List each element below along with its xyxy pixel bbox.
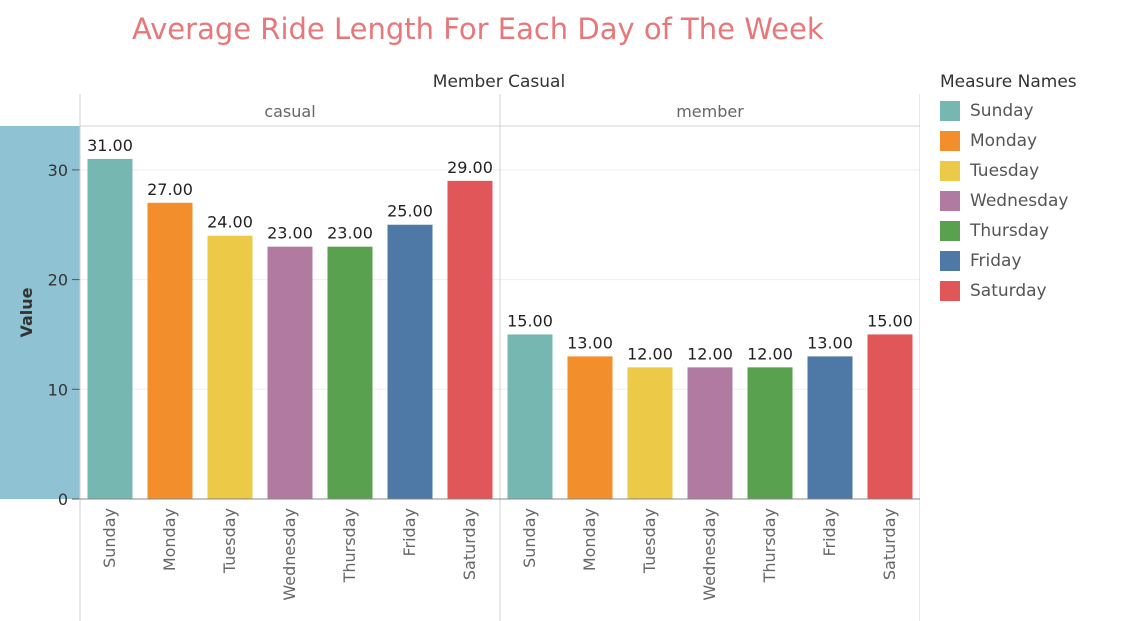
data-label: 23.00: [267, 224, 313, 243]
x-tick-label: Monday: [160, 508, 179, 571]
bar-casual-monday: [147, 202, 193, 499]
panel-label-member: member: [676, 102, 744, 121]
bar-chart: Value Member Casual 0 10 20 30 casual 31.00 Sund…: [0, 72, 920, 621]
legend-swatch: [940, 131, 960, 151]
legend-items: Sunday Monday Tuesday Wednesday Thursday Frid…: [940, 96, 1077, 306]
legend-item-sunday[interactable]: Sunday: [940, 96, 1077, 126]
legend-label: Friday: [970, 251, 1022, 271]
bar-casual-friday: [387, 224, 433, 499]
y-tick-label: 0: [58, 490, 68, 509]
legend-item-thursday[interactable]: Thursday: [940, 216, 1077, 246]
bar-member-tuesday: [627, 367, 673, 499]
y-tick-label: 20: [48, 271, 68, 290]
bar-member-friday: [807, 356, 853, 499]
legend-swatch: [940, 251, 960, 271]
x-tick-label: Tuesday: [640, 508, 659, 574]
legend-item-friday[interactable]: Friday: [940, 246, 1077, 276]
bar-member-sunday: [507, 334, 553, 499]
data-label: 25.00: [387, 202, 433, 221]
x-tick-label: Friday: [400, 508, 419, 557]
legend-item-monday[interactable]: Monday: [940, 126, 1077, 156]
x-tick-label: Wednesday: [280, 508, 299, 601]
data-label: 12.00: [747, 344, 793, 363]
legend-label: Wednesday: [970, 191, 1069, 211]
data-label: 27.00: [147, 180, 193, 199]
bar-member-saturday: [867, 334, 913, 499]
data-label: 23.00: [327, 224, 373, 243]
x-tick-label: Wednesday: [700, 508, 719, 601]
y-tick-label: 10: [48, 380, 68, 399]
legend-item-saturday[interactable]: Saturday: [940, 276, 1077, 306]
bar-casual-tuesday: [207, 235, 253, 500]
legend-label: Thursday: [970, 221, 1050, 241]
column-header: Member Casual: [433, 72, 565, 92]
x-tick-label: Tuesday: [220, 508, 239, 574]
x-tick-label: Thursday: [340, 508, 359, 583]
x-tick-label: Saturday: [460, 508, 479, 580]
legend-title: Measure Names: [940, 72, 1077, 92]
data-label: 13.00: [807, 333, 853, 352]
bar-casual-wednesday: [267, 246, 313, 499]
x-tick-label: Friday: [820, 508, 839, 557]
legend-label: Tuesday: [970, 161, 1040, 181]
legend-swatch: [940, 161, 960, 181]
data-label: 31.00: [87, 136, 133, 155]
bar-casual-saturday: [447, 180, 493, 499]
chart-title: Average Ride Length For Each Day of The …: [132, 12, 824, 46]
y-axis-band: [0, 126, 80, 499]
bar-member-wednesday: [687, 367, 733, 499]
legend-swatch: [940, 281, 960, 301]
legend-label: Saturday: [970, 281, 1047, 301]
bar-member-monday: [567, 356, 613, 499]
legend-swatch: [940, 221, 960, 241]
panel-label-casual: casual: [264, 102, 315, 121]
legend-item-tuesday[interactable]: Tuesday: [940, 156, 1077, 186]
data-label: 12.00: [687, 344, 733, 363]
x-tick-label: Thursday: [760, 508, 779, 583]
legend-swatch: [940, 101, 960, 121]
data-label: 15.00: [507, 311, 553, 330]
x-tick-label: Saturday: [880, 508, 899, 580]
data-label: 13.00: [567, 333, 613, 352]
bar-casual-thursday: [327, 246, 373, 499]
legend-swatch: [940, 191, 960, 211]
bar-member-thursday: [747, 367, 793, 499]
bar-casual-sunday: [87, 158, 133, 500]
data-label: 12.00: [627, 344, 673, 363]
x-tick-label: Sunday: [520, 508, 539, 568]
y-tick-label: 30: [48, 161, 68, 180]
y-axis-label: Value: [17, 287, 36, 337]
data-label: 15.00: [867, 311, 913, 330]
legend: Measure Names Sunday Monday Tuesday Wednesd…: [940, 72, 1077, 306]
legend-label: Monday: [970, 131, 1038, 151]
data-label: 24.00: [207, 213, 253, 232]
x-tick-label: Monday: [580, 508, 599, 571]
data-label: 29.00: [447, 158, 493, 177]
x-tick-label: Sunday: [100, 508, 119, 568]
legend-label: Sunday: [970, 101, 1034, 121]
legend-item-wednesday[interactable]: Wednesday: [940, 186, 1077, 216]
